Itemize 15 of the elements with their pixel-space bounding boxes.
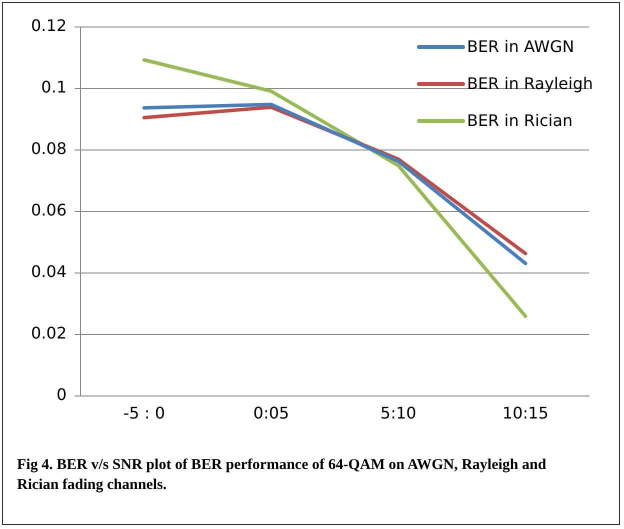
caption: Fig 4. BER v/s SNR plot of BER performance of 64-QAM on AWGN, Rayleigh and Rician fading channels.	[17, 456, 548, 495]
y-tick-label: 0.06	[31, 200, 67, 220]
y-tick-label: 0.04	[31, 262, 67, 282]
y-tick-label: 0.1	[41, 78, 67, 97]
legend-label: BER in AWGN	[466, 37, 574, 56]
legend-label: BER in Rician	[466, 111, 573, 130]
y-tick-label: 0.02	[31, 323, 67, 342]
y-tick-label: 0	[56, 384, 67, 404]
y-tick-label: 0.12	[31, 16, 67, 36]
legend-label: BER in Rayleigh	[466, 74, 593, 94]
x-tick-label: 0:05	[253, 404, 290, 423]
x-tick-label: 5:10	[380, 404, 416, 423]
x-tick-label: -5 : 0	[123, 404, 166, 423]
x-tick-label: 10:15	[502, 404, 549, 423]
y-tick-label: 0.08	[31, 139, 67, 158]
